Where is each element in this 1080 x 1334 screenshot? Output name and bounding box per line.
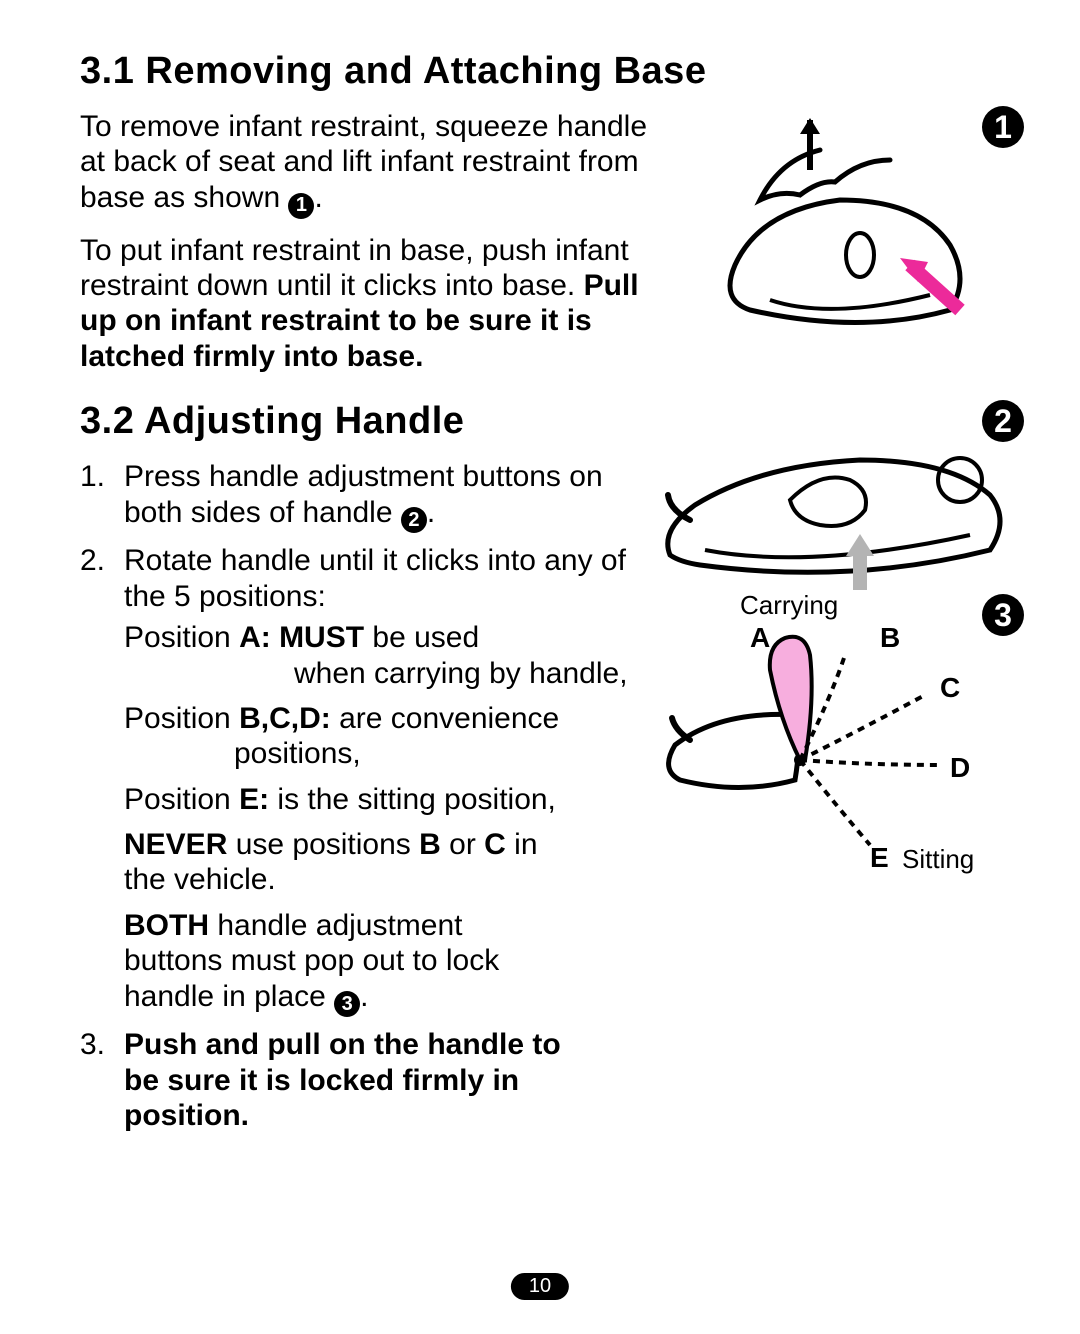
label-sitting: Sitting bbox=[902, 844, 974, 875]
text: be used bbox=[364, 621, 479, 654]
label-D: D bbox=[950, 752, 970, 784]
label-B: B bbox=[880, 622, 900, 654]
text: . bbox=[314, 181, 322, 214]
ref-3-icon: 3 bbox=[334, 991, 360, 1017]
text: To remove infant restraint, squeeze hand… bbox=[80, 110, 647, 214]
figure-badge-2: 2 bbox=[982, 400, 1024, 442]
both-note: BOTH handle adjustment buttons must pop … bbox=[124, 908, 544, 1018]
figure-3: 3 Carrying A B C D E Sitting bbox=[650, 600, 1020, 880]
step-1: 1. Press handle adjustment buttons on bo… bbox=[124, 459, 630, 533]
text: Position bbox=[124, 783, 239, 816]
text: . bbox=[360, 980, 368, 1013]
heading-3-1: 3.1 Removing and Attaching Base bbox=[80, 50, 1020, 93]
text-bold: E: bbox=[239, 783, 269, 816]
ref-1-icon: 1 bbox=[288, 193, 314, 219]
section-3-1-para-1: To remove infant restraint, squeeze hand… bbox=[80, 109, 660, 219]
figure-2-illustration bbox=[650, 410, 1020, 610]
text-bold: B,C,D: bbox=[239, 702, 331, 735]
text-bold: B bbox=[419, 828, 441, 861]
step-list: 1. Press handle adjustment buttons on bo… bbox=[80, 459, 630, 1133]
text: use positions bbox=[227, 828, 419, 861]
text: is the sitting position, bbox=[269, 783, 556, 816]
text-bold: A: MUST bbox=[239, 621, 364, 654]
position-A: Position A: MUST be used when carrying b… bbox=[124, 620, 630, 691]
figure-1: 1 bbox=[660, 110, 1020, 350]
text: . bbox=[427, 496, 435, 529]
text: Position bbox=[124, 621, 239, 654]
step-number: 2. bbox=[80, 543, 105, 578]
label-E: E bbox=[870, 842, 889, 874]
page-number: 10 bbox=[511, 1273, 569, 1300]
label-A: A bbox=[750, 622, 770, 654]
position-E: Position E: is the sitting position, bbox=[124, 782, 630, 817]
step-2: 2. Rotate handle until it clicks into an… bbox=[124, 543, 630, 1017]
text: Position bbox=[124, 702, 239, 735]
figure-badge-3: 3 bbox=[982, 594, 1024, 636]
text: To put infant restraint in base, push in… bbox=[80, 234, 629, 302]
section-3-1-para-2: To put infant restraint in base, push in… bbox=[80, 233, 660, 375]
text: positions, bbox=[124, 736, 630, 771]
label-C: C bbox=[940, 672, 960, 704]
figure-1-illustration bbox=[660, 110, 1020, 350]
text: or bbox=[441, 828, 484, 861]
text: are convenience bbox=[331, 702, 560, 735]
label-carrying: Carrying bbox=[740, 590, 838, 621]
never-note: NEVER use positions B or C in the vehicl… bbox=[124, 827, 544, 898]
figure-2: 2 bbox=[650, 410, 1020, 610]
figure-badge-1: 1 bbox=[982, 106, 1024, 148]
text: Press handle adjustment buttons on both … bbox=[124, 460, 603, 528]
ref-2-icon: 2 bbox=[401, 507, 427, 533]
step-number: 1. bbox=[80, 459, 105, 494]
text-bold: C bbox=[484, 828, 506, 861]
step-number: 3. bbox=[80, 1027, 105, 1062]
text-bold: NEVER bbox=[124, 828, 227, 861]
step-3: 3. Push and pull on the handle to be sur… bbox=[124, 1027, 564, 1133]
position-BCD: Position B,C,D: are convenience position… bbox=[124, 701, 630, 772]
text: Rotate handle until it clicks into any o… bbox=[124, 544, 626, 612]
text-bold: Push and pull on the handle to be sure i… bbox=[124, 1028, 561, 1132]
figure-3-illustration bbox=[650, 600, 1020, 880]
text: when carrying by handle, bbox=[124, 656, 630, 691]
text-bold: BOTH bbox=[124, 909, 209, 942]
